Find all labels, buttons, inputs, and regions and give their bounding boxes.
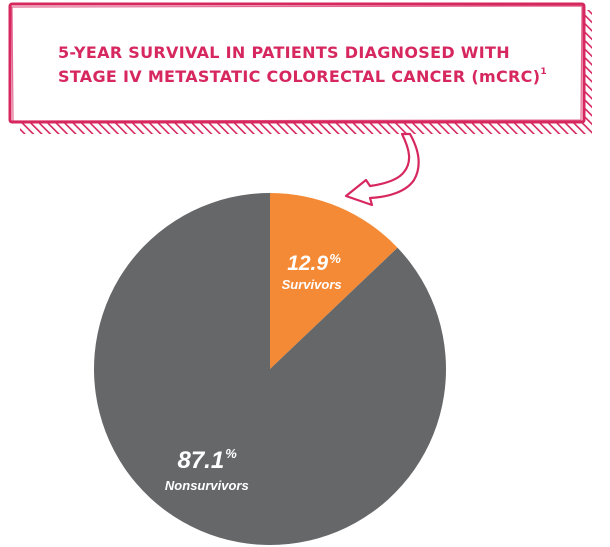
data-label-value-survivors: 12.9 <box>287 252 328 275</box>
data-label-percent-nonsurvivors: % <box>225 446 237 461</box>
title-callout-rough-edge <box>11 5 583 122</box>
connector-arrow-outer <box>344 132 420 207</box>
title-callout-box <box>8 2 586 124</box>
title-superscript: 1 <box>540 67 547 77</box>
data-label-value-nonsurvivors: 87.1 <box>177 447 224 474</box>
title-callout: 5-YEAR SURVIVAL IN PATIENTS DIAGNOSED WI… <box>8 2 592 134</box>
chart-title: 5-YEAR SURVIVAL IN PATIENTS DIAGNOSED WI… <box>58 43 510 62</box>
chart-subtitle: STAGE IV METASTATIC COLORECTAL CANCER (m… <box>58 67 540 86</box>
slice-label-nonsurvivors: Nonsurvivors <box>165 478 249 493</box>
data-label-percent-survivors: % <box>329 251 341 266</box>
pie-slice-nonsurvivors <box>93 193 447 545</box>
pie-chart: 12.9 % Survivors 87.1 % Nonsurvivors <box>93 193 447 545</box>
connector-arrow <box>344 132 420 207</box>
pie-slice-survivors <box>270 193 398 369</box>
svg-text:STAGE IV METASTATIC COLORECTAL: STAGE IV METASTATIC COLORECTAL CANCER (m… <box>58 67 547 86</box>
slice-label-survivors: Survivors <box>282 277 342 292</box>
